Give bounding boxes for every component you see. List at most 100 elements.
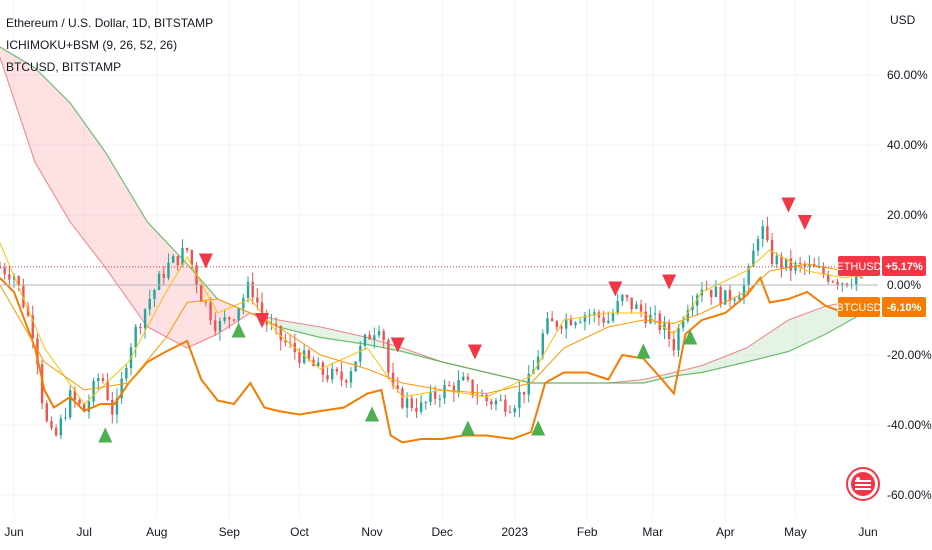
candle-body (335, 368, 339, 372)
candle-body (36, 338, 39, 365)
cloud-segment (367, 337, 403, 352)
candle-body (368, 334, 371, 340)
candle-body (415, 407, 418, 412)
candle-body (672, 339, 676, 351)
candle-body (574, 322, 577, 326)
candle-body (625, 295, 629, 298)
leading-span-a (0, 57, 864, 384)
candle-body (550, 318, 554, 322)
x-tick-label: Dec (432, 525, 453, 539)
candle-body (827, 274, 830, 282)
candle-body (396, 385, 399, 389)
candle-body (686, 310, 690, 321)
candle-body (424, 402, 428, 404)
candle-body (471, 379, 474, 395)
candle-body (349, 371, 353, 383)
buy-signal-marker (231, 322, 246, 338)
candle-body (508, 411, 512, 413)
candle-body (457, 380, 460, 393)
candle-body (218, 320, 222, 332)
flag-logo-icon[interactable] (846, 467, 880, 501)
candle-body (770, 240, 774, 264)
y-tick-label: -40.00% (887, 418, 932, 432)
candle-body (316, 362, 320, 367)
series-badge-name: ETHUSD (836, 261, 881, 273)
series-badge-value-bg (882, 256, 926, 276)
candle-body (209, 302, 212, 321)
cloud-segment (217, 299, 251, 334)
candle-body (87, 401, 91, 412)
y-tick-label: 20.00% (887, 208, 928, 222)
candle-body (747, 266, 750, 286)
candle-body (373, 335, 376, 340)
axes: USD 60.00% 40.00% 20.00% 0.00% -20.00% -40.00%… (4, 13, 932, 539)
legend-compare[interactable]: BTCUSD, BITSTAMP (6, 60, 122, 74)
candle-body (621, 295, 624, 302)
cloud-segment (788, 306, 826, 352)
candle-body (438, 398, 442, 400)
candle-body (274, 323, 278, 327)
buy-signal-marker (98, 427, 113, 443)
candle-body (738, 296, 741, 300)
candle-body (836, 281, 839, 285)
candle-body (3, 267, 6, 275)
candle-body (462, 376, 465, 381)
candle-body (714, 286, 718, 298)
candle-body (635, 304, 638, 310)
candle-body (279, 326, 282, 341)
candle-body (45, 403, 48, 422)
x-tick-label: Jun (4, 525, 23, 539)
x-tick-label: Jun (858, 525, 877, 539)
cloud-segment (105, 152, 148, 327)
price-badges: ETHUSD +5.17% BTCUSD -6.10% (836, 256, 926, 317)
series-badge-value: -6.10% (887, 302, 922, 314)
sell-signal-marker (198, 253, 213, 269)
indicator-lines (0, 242, 878, 444)
candle-body (616, 301, 619, 314)
candle-body (663, 323, 666, 330)
x-tick-label: Apr (716, 525, 735, 539)
candle-body (541, 333, 544, 357)
candle-body (17, 276, 20, 286)
candle-body (54, 427, 58, 436)
buy-signal-marker (531, 420, 546, 436)
candle-body (560, 327, 563, 329)
candle-body (803, 263, 807, 267)
candle-body (377, 331, 381, 336)
sell-signal-marker (467, 344, 482, 360)
candle-body (569, 318, 573, 326)
cloud-segment (701, 348, 747, 373)
legend-indicator[interactable]: ICHIMOKU+BSM (9, 26, 52, 26) (6, 38, 178, 52)
candle-body (176, 255, 180, 266)
candle-body (742, 285, 746, 297)
sell-signal-marker (781, 197, 796, 213)
chart-legend: Ethereum / U.S. Dollar, 1D, BITSTAMP ICH… (6, 12, 213, 78)
candle-body (50, 421, 53, 428)
candle-body (419, 402, 423, 412)
candle-body (724, 290, 727, 305)
series-line-btcusd (0, 276, 864, 444)
candle-body (798, 262, 802, 264)
candle-body (120, 378, 123, 399)
candle-body (148, 298, 151, 310)
sell-signal-marker (797, 215, 812, 230)
legend-symbol[interactable]: Ethereum / U.S. Dollar, 1D, BITSTAMP (6, 16, 214, 30)
ichimoku-cloud (0, 46, 864, 384)
candle-body (649, 314, 652, 324)
candle-body (443, 384, 446, 399)
buy-signal-marker (460, 420, 475, 436)
candle-body (157, 273, 161, 290)
sell-signal-marker (608, 281, 623, 297)
candle-body (162, 273, 165, 278)
cloud-segment (643, 372, 674, 383)
series-line-base-line (0, 263, 864, 395)
cloud-segment (0, 47, 36, 163)
candle-body (387, 340, 390, 373)
cloud-segment (278, 320, 321, 338)
candle-body (480, 395, 484, 397)
candle-body (433, 391, 437, 399)
candle-body (68, 390, 72, 418)
candle-body (611, 313, 615, 321)
candle-body (260, 302, 264, 315)
